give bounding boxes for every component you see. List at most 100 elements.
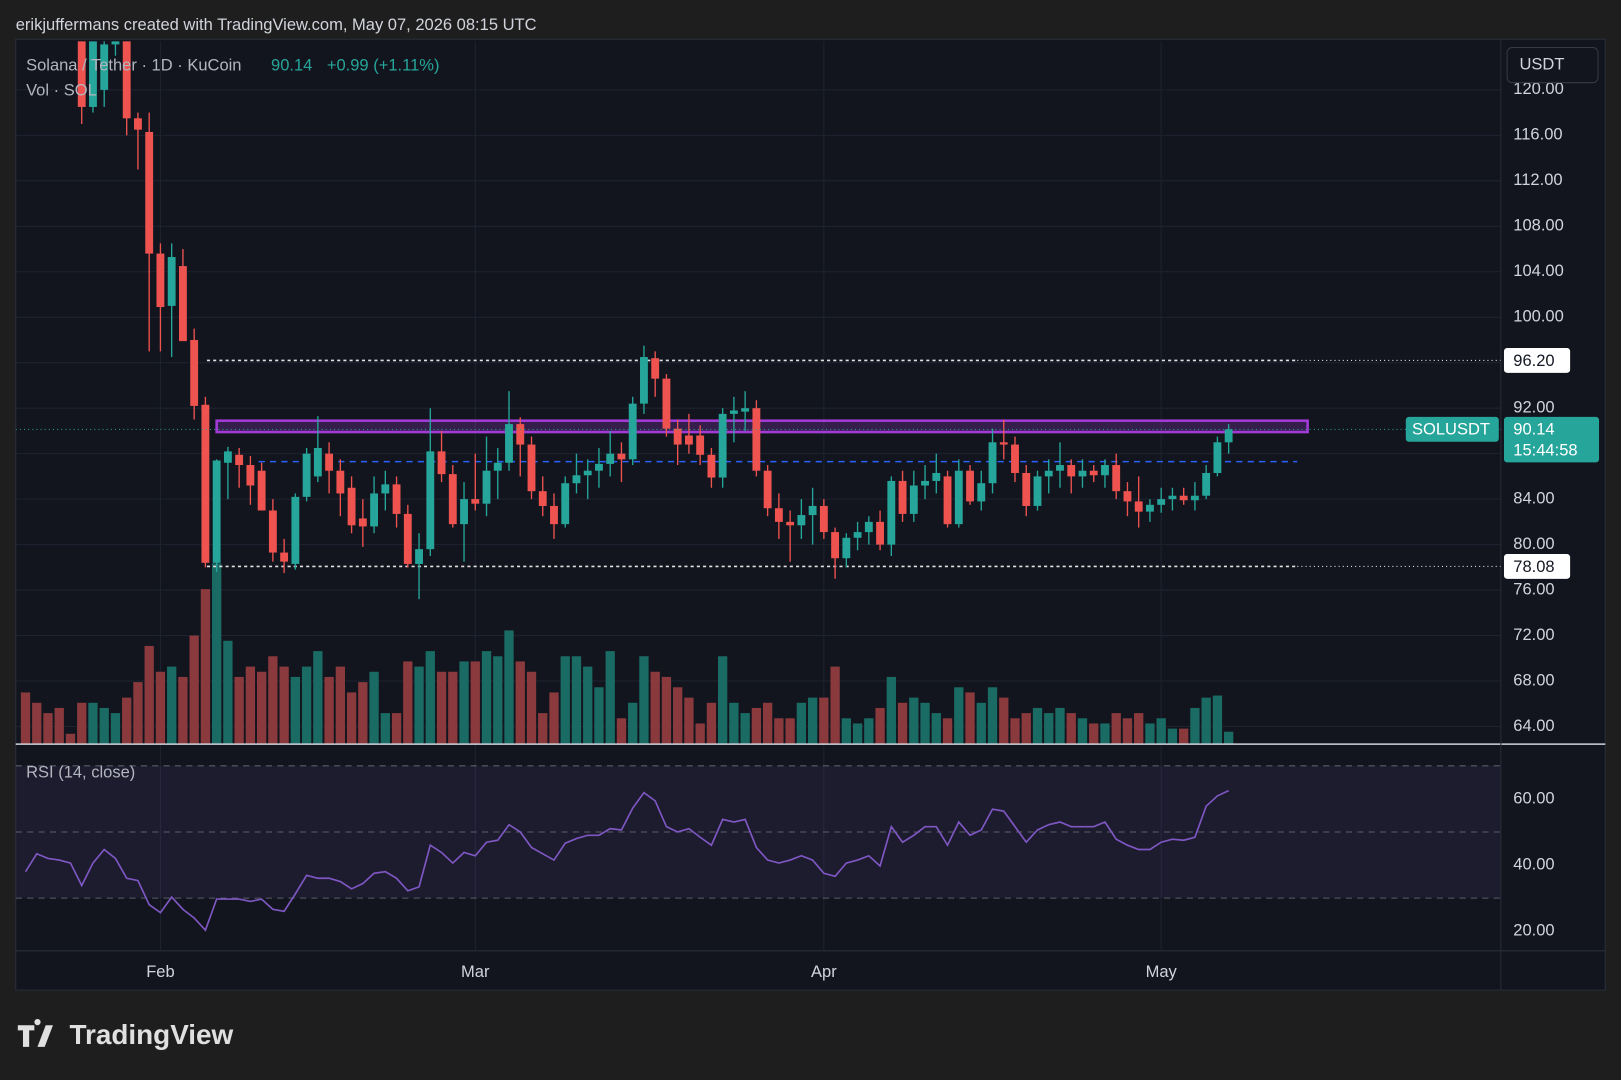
volume-bar [155,671,166,745]
candle-body [943,476,952,525]
x-tick-label: Feb [146,962,174,981]
candle-body [583,470,592,476]
volume-bar [335,666,345,745]
candle-body [257,470,266,511]
candle-body [493,462,502,471]
volume-bar [1077,718,1088,745]
candle-body [167,256,176,306]
volume-bar [1167,728,1178,745]
candle-body [696,435,705,455]
candle-body [235,454,244,466]
volume-bar [1055,707,1065,745]
volume-bar [65,733,76,745]
candle-body [1179,495,1188,501]
volume-bar [436,671,447,745]
candle-body [909,485,918,514]
candle-body [482,470,491,504]
candle-body [403,513,412,564]
volume-bar [526,671,537,745]
volume-bar [819,697,829,745]
candle-body [201,404,210,563]
volume-bar [1021,713,1031,745]
candle-body [527,444,536,492]
candle-body [212,460,221,563]
volume-bar [481,651,492,745]
candle-body [1190,495,1199,501]
range-box [215,419,1309,434]
candle-body [595,463,603,471]
candle-body [561,483,570,525]
candle-body [729,410,738,414]
header: erikjuffermans created with TradingView.… [16,15,537,34]
volume-bar [223,640,233,745]
volume-bar [1134,713,1144,745]
y-tick-label: 84.00 [1513,488,1554,507]
candle-body [100,44,109,90]
volume-bar [88,702,98,745]
candle-body [999,442,1008,445]
candle-body [977,483,986,502]
volume-legend: Vol · SOL [26,80,97,99]
volume-bar [954,687,964,745]
candle-body [302,453,311,497]
volume-bar [1089,723,1099,745]
volume-bar [167,666,177,745]
candle-body [505,424,513,463]
volume-bar [1044,713,1054,745]
symbol: Solana / Tether · 1D · KuCoin [26,56,241,75]
candle-body [876,521,885,545]
y-tick-label: 104.00 [1513,261,1564,280]
volume-bar [774,718,784,745]
volume-bar [830,666,840,745]
volume-bar [77,702,87,745]
candle-body [786,521,795,526]
volume-bar [1156,718,1166,745]
volume-bar [1010,718,1020,745]
volume-bar [740,713,750,745]
volume-bar [346,692,357,745]
candle-body [651,358,660,379]
candle-body [1089,470,1098,476]
volume-bar [256,671,267,745]
rsi-tick-label: 60.00 [1513,788,1554,807]
volume-bar [560,656,570,745]
candle-body [707,454,716,478]
candle-body [550,505,558,525]
volume-bar [706,702,717,745]
candle-body [134,118,142,130]
legend-price: 90.14 [271,56,312,75]
candle-body [752,408,761,471]
candle-body [1011,444,1019,473]
currency-button[interactable] [1506,47,1599,84]
candle-body [617,453,626,460]
y-tick-label: 64.00 [1513,716,1554,735]
price-tag-label: 90.14 [1513,420,1554,439]
candle-body [460,499,468,525]
rsi-line [24,789,1230,932]
volume-bar [1201,697,1211,745]
volume-bar [200,589,211,745]
candle-body [853,532,862,538]
candle-body [763,470,772,509]
volume-bar [43,713,53,745]
rsi-pane [15,765,1501,932]
candle-body [1213,442,1222,473]
volume-bar [391,713,402,745]
volume-bar [1032,707,1043,745]
candle-body [673,428,682,445]
volume-bar [245,666,256,745]
volume-bar [1145,723,1155,745]
y-tick-label: 68.00 [1513,670,1554,689]
candle-body [1044,470,1053,477]
volume-bar [99,707,109,745]
volume-bar [864,718,874,745]
currency[interactable]: USDT [1519,54,1564,73]
candle-body [741,408,750,412]
candle-body [831,532,840,559]
ticker-label: SOLUSDT [1412,420,1490,439]
volume-bar [807,697,818,745]
candle-body [111,41,120,45]
candle-body [1123,491,1132,502]
candle-body [684,435,693,445]
axes: 64.0068.0072.0076.0080.0084.0088.0092.00… [146,79,1600,981]
